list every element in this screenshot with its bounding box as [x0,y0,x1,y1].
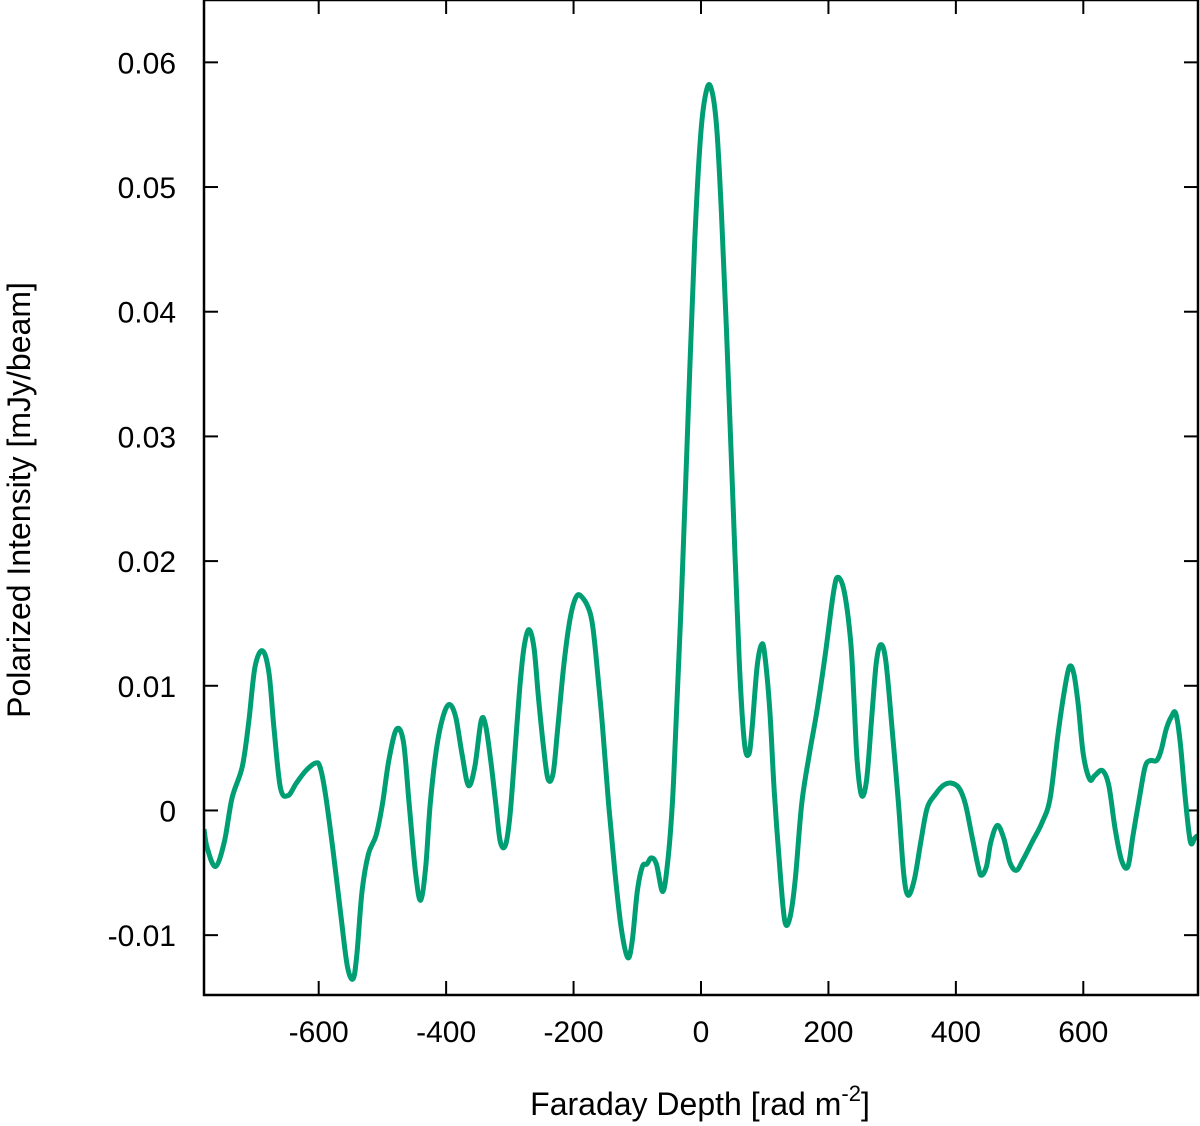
x-tick-label: -400 [416,1016,476,1049]
y-axis-label: Polarized Intensity [mJy/beam] [1,282,37,718]
y-tick-label: 0 [159,795,176,828]
y-tick-label: 0.04 [118,297,176,330]
x-axis-label-exponent: -2 [841,1081,861,1106]
y-tick-label: 0.01 [118,671,176,704]
plot-frame [202,0,1200,997]
x-tick-label: 200 [803,1016,853,1049]
series-line [204,82,1198,982]
y-tick-label: -0.01 [108,920,176,953]
tick-labels: -600 -400 -200 0 200 400 600 -0.01 0 0.01 0.02 0.03… [108,47,1109,1049]
plot-area [204,82,1198,982]
x-tick-label: 600 [1058,1016,1108,1049]
y-tick-label: 0.02 [118,546,176,579]
y-tick-label: 0.06 [118,47,176,80]
tick-marks [204,0,1198,995]
x-tick-label: 0 [693,1016,710,1049]
x-axis-label: Faraday Depth [rad m-2] [530,1081,870,1122]
x-tick-label: -200 [544,1016,604,1049]
x-tick-label: -600 [289,1016,349,1049]
x-axis-label-main: Faraday Depth [rad m [530,1086,841,1122]
x-axis-label-close: ] [861,1086,870,1122]
x-tick-label: 400 [931,1016,981,1049]
y-tick-label: 0.05 [118,172,176,205]
y-tick-label: 0.03 [118,421,176,454]
